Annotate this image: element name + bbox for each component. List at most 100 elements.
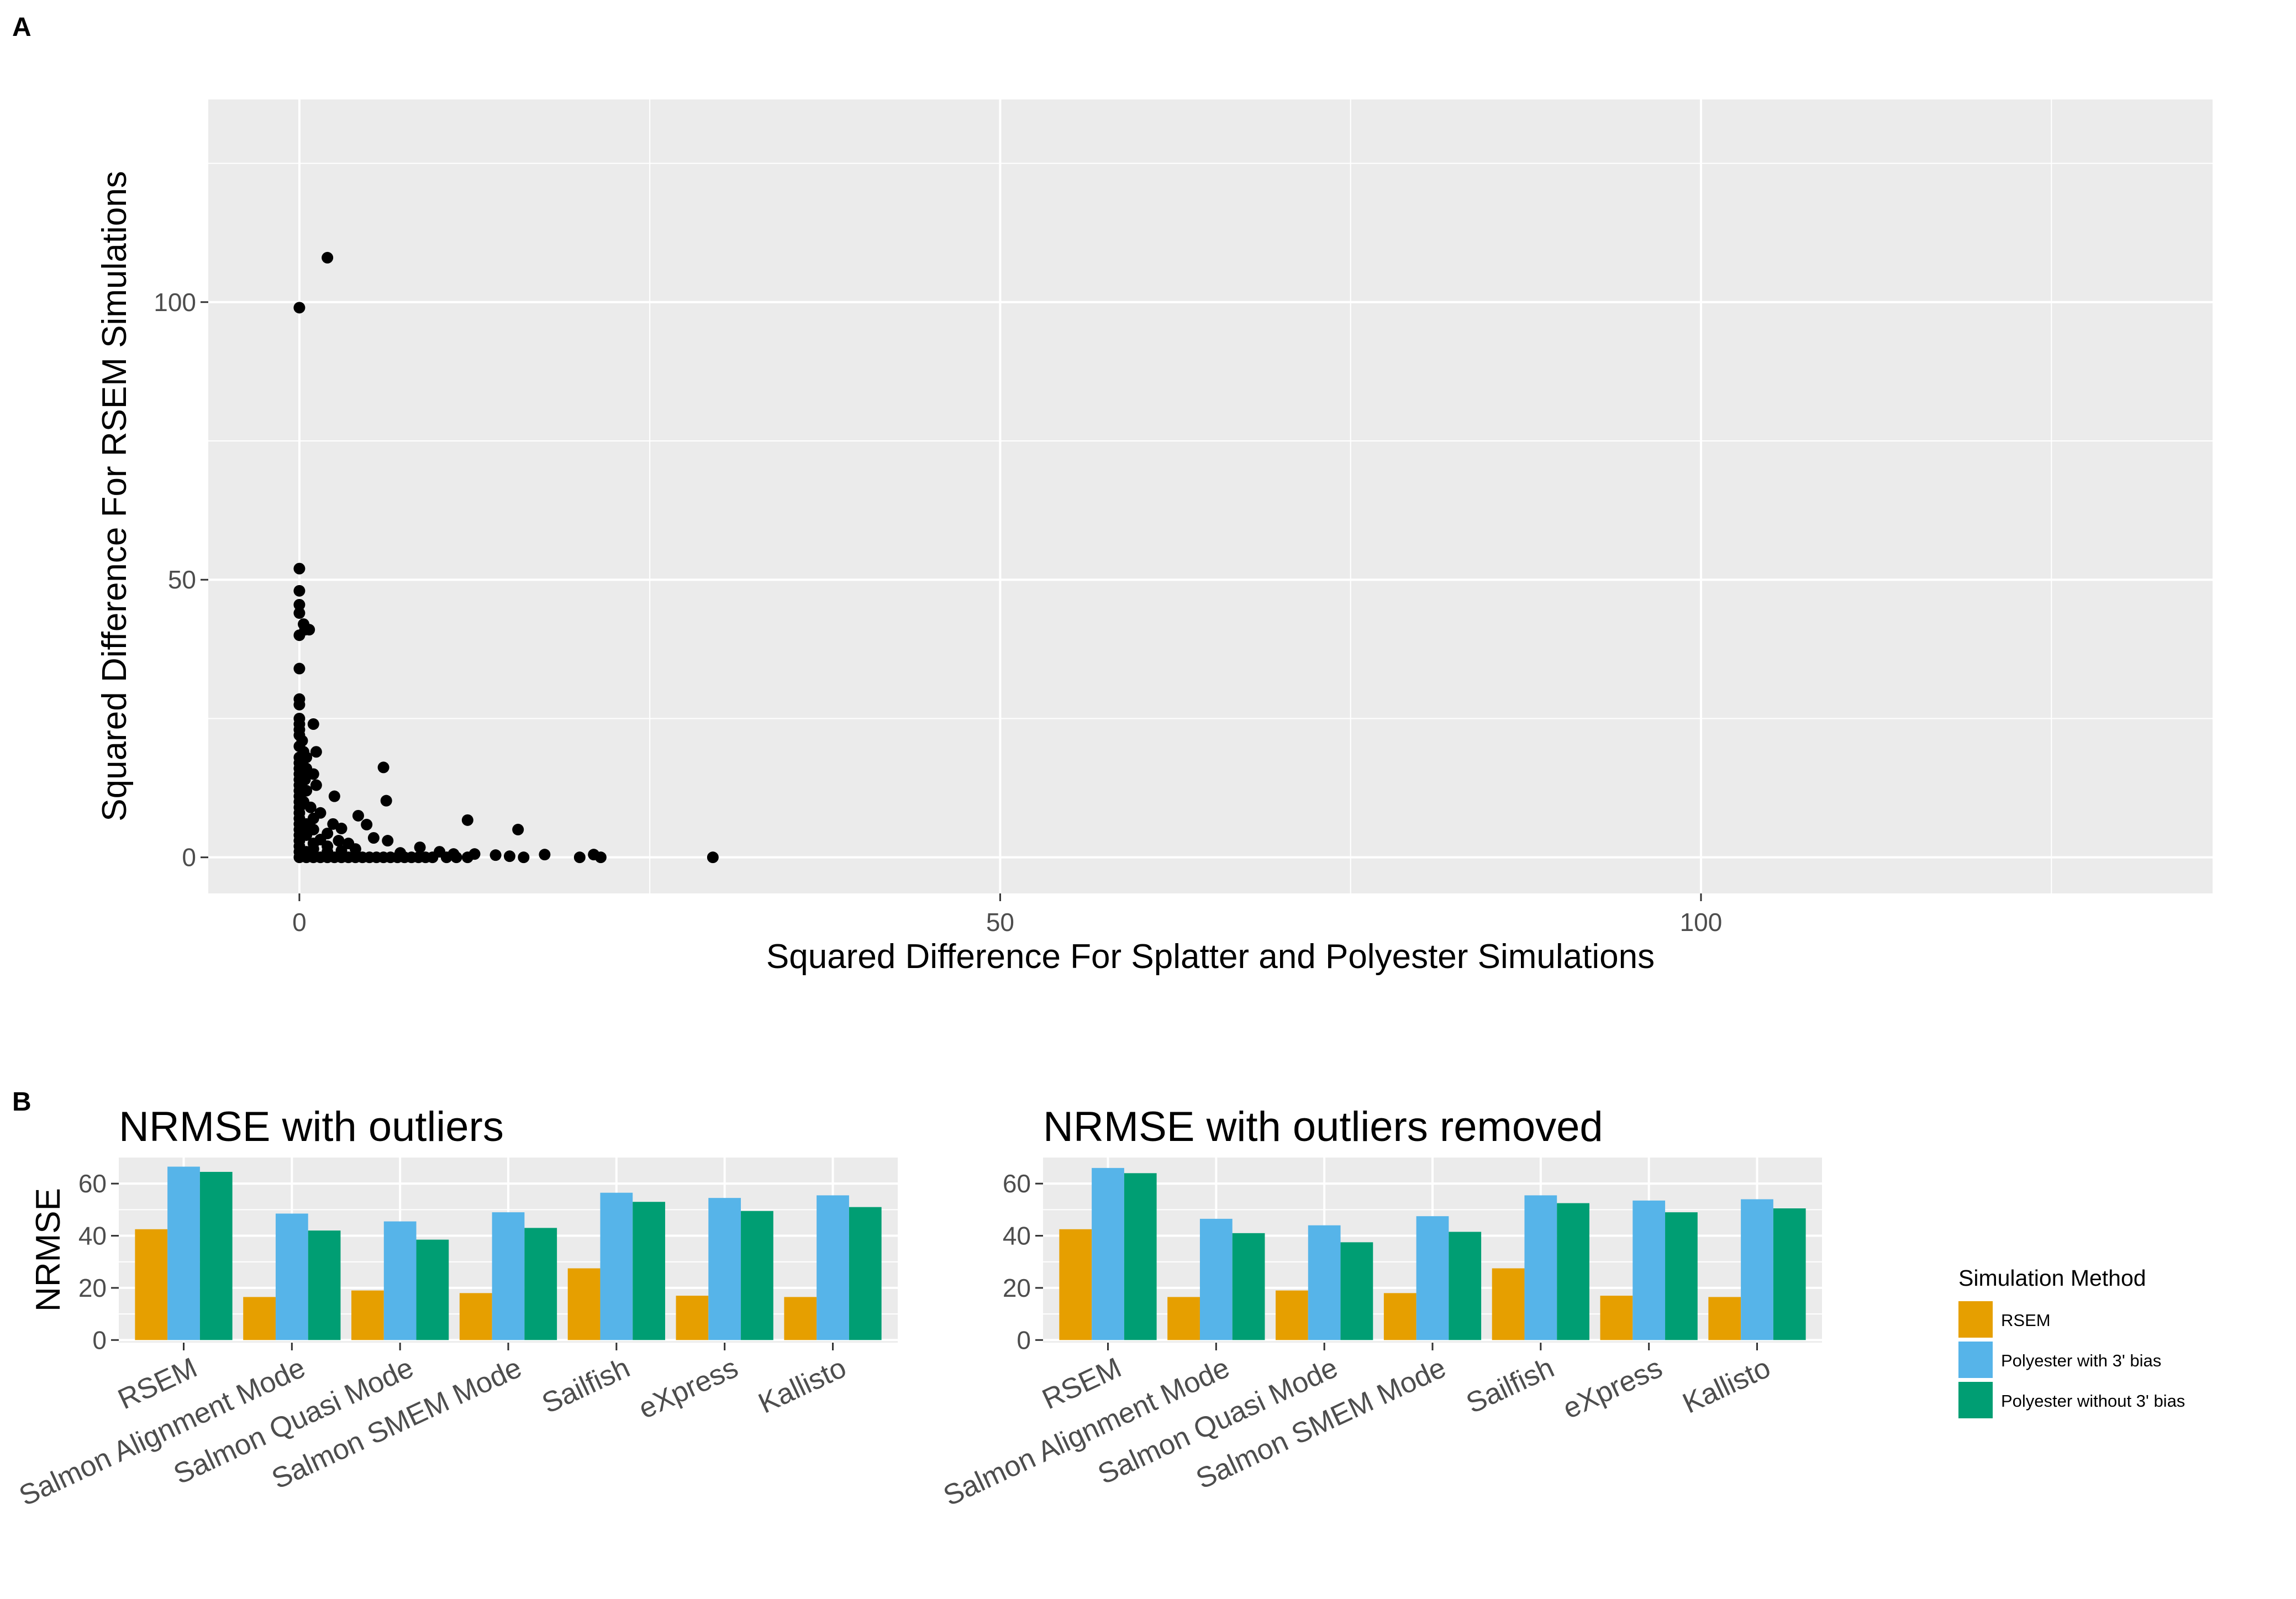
scatter-point [293, 562, 306, 575]
bar2-x-tick-label: eXpress [1558, 1351, 1667, 1425]
scatter-x-tick-label: 100 [1680, 908, 1723, 937]
bar2-bar [1600, 1296, 1633, 1340]
bar1-bar [383, 1221, 417, 1340]
legend-item-label: RSEM [2001, 1311, 2051, 1330]
bar-chart-1-bars [135, 1166, 882, 1340]
scatter-point [328, 790, 340, 802]
scatter-point [293, 607, 306, 619]
scatter-y-axis-title: Squared Difference For RSEM Simulations [96, 171, 134, 821]
legend-item-label: Polyester with 3' bias [2001, 1351, 2161, 1370]
bar2-bar [1340, 1242, 1373, 1340]
scatter-x-tick-label: 50 [986, 908, 1014, 937]
bar1-bar [243, 1297, 276, 1340]
bar2-y-tick-label: 60 [1003, 1169, 1031, 1198]
scatter-point [707, 851, 719, 864]
scatter-y-tick-label: 50 [168, 565, 196, 594]
scatter-point [333, 835, 345, 847]
scatter-point [293, 698, 306, 711]
scatter-point [594, 851, 607, 864]
bar2-bar [1708, 1297, 1741, 1340]
bar2-bar [1633, 1200, 1666, 1340]
bar1-x-tick-label: eXpress [634, 1351, 742, 1425]
bar2-bar [1124, 1173, 1157, 1340]
legend-swatch [1958, 1301, 1993, 1338]
bar2-bar [1665, 1212, 1698, 1340]
scatter-plot: 0 50 100 0 50 100 Squared Difference For Spla… [96, 99, 2213, 976]
scatter-x-axis-title: Squared Difference For Splatter and Poly… [766, 938, 1655, 976]
bar-chart-2-title: NRMSE with outliers removed [1043, 1103, 1603, 1150]
scatter-point [310, 779, 322, 791]
bar1-bar [784, 1297, 817, 1340]
bar2-bar [1276, 1290, 1308, 1340]
scatter-point [539, 849, 551, 861]
bar2-bar [1557, 1203, 1589, 1340]
bar1-bar [459, 1293, 492, 1340]
scatter-point [303, 624, 315, 636]
scatter-x-tick-label: 0 [292, 908, 307, 937]
bar1-x-tick-label: Kallisto [754, 1351, 851, 1419]
scatter-point [293, 585, 306, 597]
bar2-y-tick-label: 40 [1003, 1222, 1031, 1250]
scatter-point [361, 818, 373, 830]
bar-chart-1-y-axis-title: NRMSE [29, 1188, 67, 1312]
scatter-y-tick-label: 100 [154, 288, 196, 317]
scatter-point [307, 768, 319, 780]
scatter-point [434, 846, 446, 858]
scatter-point [304, 801, 317, 813]
bar1-bar [817, 1195, 849, 1340]
bar2-bar [1383, 1293, 1416, 1340]
scatter-point [293, 629, 306, 641]
panel-b-label: B [12, 1087, 31, 1117]
scatter-point [335, 822, 347, 834]
scatter-points [293, 251, 719, 864]
scatter-point [414, 841, 426, 854]
bar1-y-tick-label: 40 [78, 1222, 107, 1250]
scatter-point [503, 850, 515, 862]
bar-chart-1-title: NRMSE with outliers [119, 1103, 504, 1150]
bar1-y-tick-label: 20 [78, 1274, 107, 1302]
bar1-bar [676, 1296, 709, 1340]
scatter-point [394, 847, 407, 859]
bar1-bar [416, 1239, 449, 1340]
legend-title: Simulation Method [1958, 1265, 2146, 1291]
scatter-point [307, 718, 319, 730]
scatter-point [352, 809, 364, 822]
scatter-point [293, 598, 306, 611]
scatter-point [307, 843, 319, 855]
scatter-point [293, 302, 306, 314]
legend-swatch [1958, 1382, 1993, 1418]
bar1-bar [275, 1213, 308, 1340]
bar2-x-tick-label: Kallisto [1678, 1351, 1775, 1419]
scatter-point [367, 832, 380, 844]
scatter-point [447, 848, 460, 860]
legend: Simulation Method RSEM Polyester with 3' … [1958, 1265, 2185, 1418]
bar2-bar [1232, 1233, 1265, 1340]
scatter-point [518, 851, 530, 864]
scatter-point [382, 835, 394, 847]
scatter-y-tick-label: 0 [182, 843, 196, 872]
scatter-point [293, 662, 306, 675]
scatter-point [322, 251, 334, 264]
bar1-bar [199, 1171, 233, 1340]
bar-chart-outliers-removed: NRMSE with outliers removed 0204060RSEMS… [939, 1103, 1822, 1512]
bar2-bar [1167, 1297, 1200, 1340]
bar1-bar [492, 1212, 525, 1340]
scatter-gridlines [208, 99, 2213, 893]
scatter-point [468, 848, 481, 860]
panel-a-label: A [12, 13, 31, 42]
bar1-bar [135, 1229, 168, 1340]
scatter-tick-labels: 0 50 100 0 50 100 [154, 288, 1722, 937]
legend-swatch [1958, 1342, 1993, 1378]
scatter-point [573, 851, 586, 864]
scatter-panel-background [208, 99, 2213, 893]
bar2-y-tick-label: 20 [1003, 1274, 1031, 1302]
bar1-bar [633, 1202, 665, 1340]
bar2-bar [1449, 1232, 1482, 1340]
bar1-x-tick-label: Sailfish [537, 1351, 634, 1419]
bar2-bar [1059, 1229, 1092, 1340]
bar1-bar [600, 1192, 633, 1340]
scatter-point [380, 795, 392, 807]
bar2-x-tick-label: Sailfish [1461, 1351, 1558, 1419]
scatter-point [310, 746, 322, 758]
